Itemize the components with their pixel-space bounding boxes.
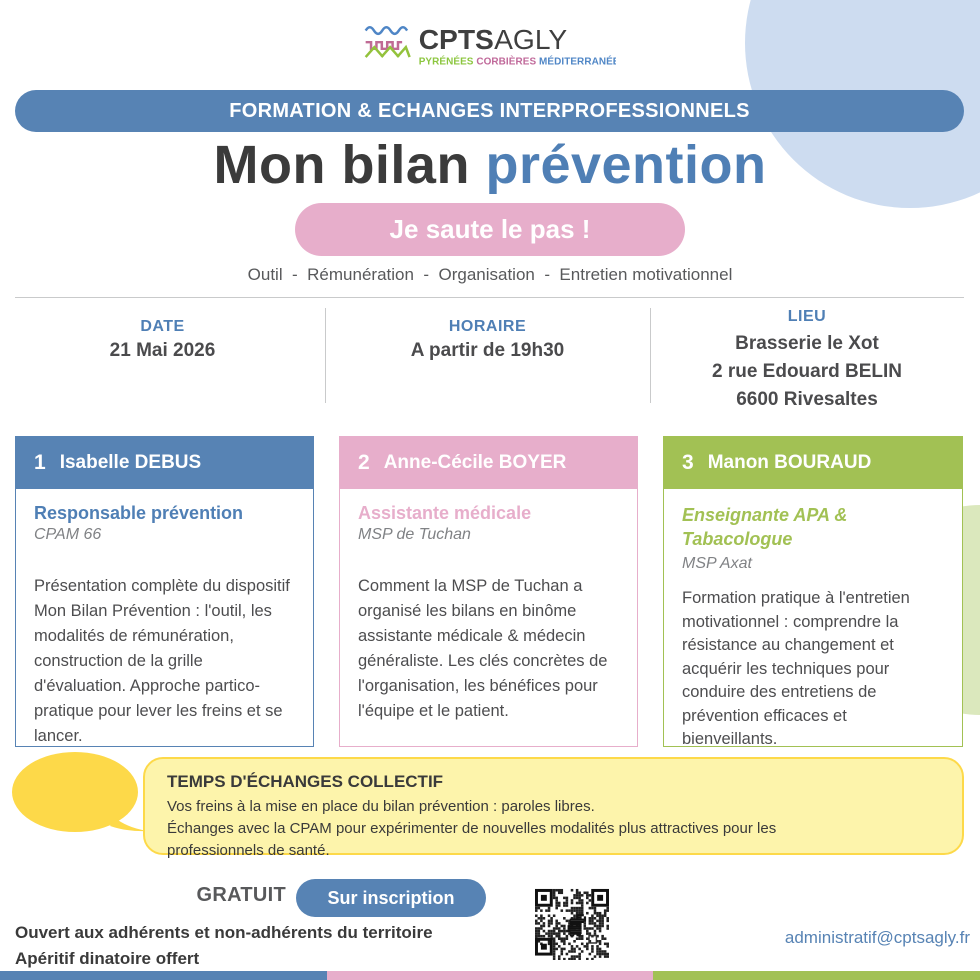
svg-text:PYRÉNÉES CORBIÈRES MÉDITERRANÉ: PYRÉNÉES CORBIÈRES MÉDITERRANÉE — [419, 57, 616, 68]
svg-text:AGLY: AGLY — [494, 23, 567, 55]
svg-text:CPTS: CPTS — [419, 23, 494, 55]
